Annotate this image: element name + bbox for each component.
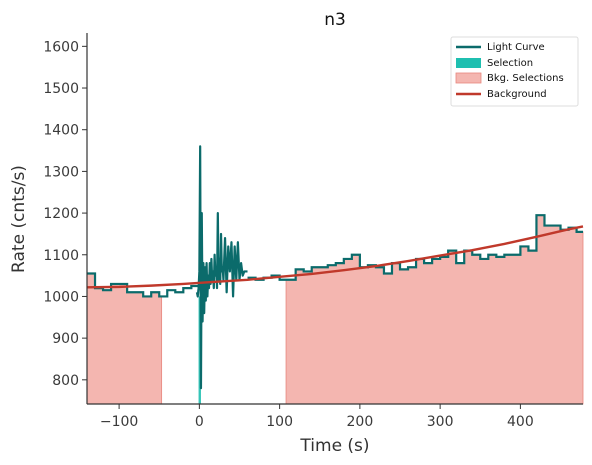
- x-tick-label: 300: [427, 414, 454, 430]
- light-curve-burst: [195, 145, 248, 390]
- x-axis-label: Time (s): [299, 436, 369, 456]
- legend-frame: [450, 36, 579, 107]
- x-tick-label: −100: [100, 414, 138, 430]
- bkg-selection-region-2: [285, 214, 584, 405]
- y-tick-label: 1300: [43, 164, 79, 180]
- background-fit-series: [86, 225, 584, 289]
- y-tick-label: 1000: [43, 289, 79, 305]
- y-tick-label: 800: [52, 373, 79, 389]
- y-tick-label: 1500: [43, 81, 79, 97]
- background-fit-line: [86, 225, 584, 289]
- light-curve-post-burst: [247, 214, 583, 281]
- x-tick-label: 100: [266, 414, 293, 430]
- y-ticks: 800 900 1000 1100 1200 1300 1400 1500 1600: [43, 39, 87, 389]
- x-tick-label: 400: [507, 414, 534, 430]
- legend-swatch-bkg-selections: [455, 72, 482, 84]
- y-tick-label: 1100: [43, 248, 79, 264]
- y-axis-label: Rate (cnts/s): [9, 165, 29, 273]
- x-tick-label: 0: [195, 414, 204, 430]
- y-tick-label: 1400: [43, 123, 79, 139]
- legend-label-background: Background: [487, 89, 547, 100]
- y-tick-label: 900: [52, 331, 79, 347]
- y-tick-label: 1600: [43, 39, 79, 55]
- light-curve-pre-burst: [87, 272, 200, 298]
- legend: Light Curve Selection Bkg. Selections Ba…: [450, 36, 579, 107]
- legend-label-light-curve: Light Curve: [487, 42, 545, 53]
- x-tick-label: 200: [347, 414, 374, 430]
- light-curve-series: [87, 145, 583, 390]
- x-ticks: −100 0 100 200 300 400: [100, 404, 534, 430]
- chart-title: n3: [324, 10, 346, 30]
- legend-swatch-selection: [456, 58, 481, 68]
- legend-label-bkg-selections: Bkg. Selections: [487, 73, 564, 84]
- y-tick-label: 1200: [43, 206, 79, 222]
- legend-label-selection: Selection: [487, 58, 533, 69]
